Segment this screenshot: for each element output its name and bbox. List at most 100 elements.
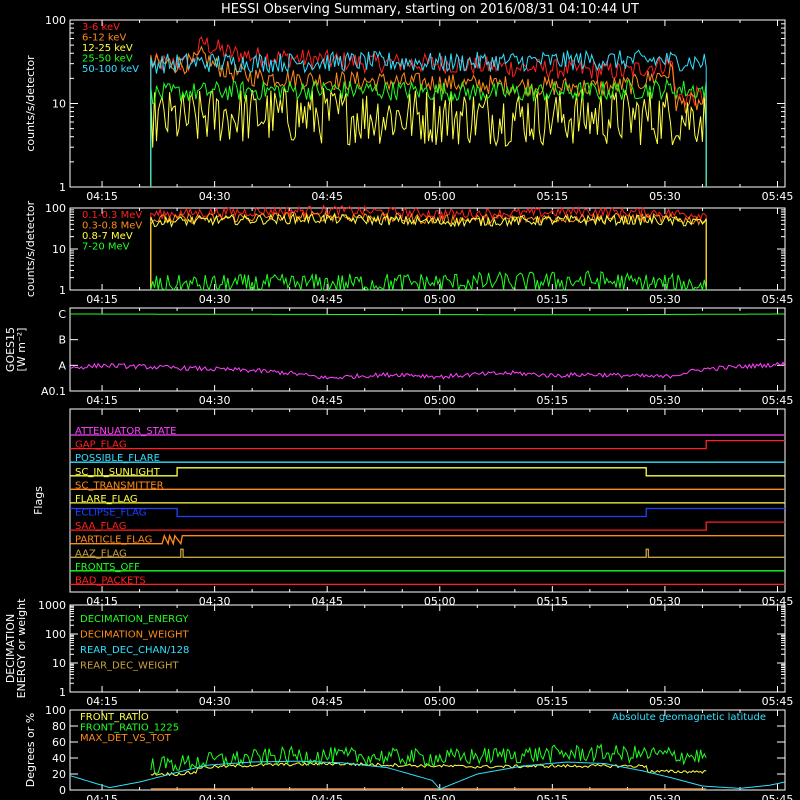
- x-tick-label: 04:15: [86, 793, 118, 800]
- y-axis-label: Flags: [32, 486, 45, 515]
- y-tick-label: 100: [45, 14, 66, 27]
- legend-entry: FRONT_RATIO_1225: [80, 723, 179, 734]
- x-tick-label: 05:45: [762, 190, 794, 203]
- y-tick-label: A0.1: [41, 385, 66, 398]
- series-line-12-25-kev: [150, 87, 707, 187]
- series-line-6-12-kev: [150, 45, 707, 187]
- flag-line-aaz-flag: [70, 548, 785, 558]
- x-tick-label: 05:15: [536, 293, 568, 306]
- panel-goes: 04:15 04:30 04:45 05:00 05:15 05:30 05:45 A0.1 A…: [4, 307, 793, 407]
- legend-entry: 50-100 keV: [82, 64, 139, 75]
- y-axis-label: DECIMATION: [4, 614, 17, 683]
- legend-entry: MAX_DET_VS_TOT: [80, 733, 172, 744]
- y-axis-label: counts/s/detector: [24, 200, 37, 297]
- y-tick-label: 10: [52, 243, 66, 256]
- legend-entry: 25-50 keV: [82, 54, 133, 65]
- y-tick-label: 1: [59, 181, 66, 194]
- series-line-front-ratio-1225: [150, 743, 707, 775]
- series-group: [69, 313, 786, 380]
- panel-counts-high: 04:15 04:30 04:45 05:00 05:15 05:30 05:45 1 10 10…: [24, 200, 793, 306]
- x-tick-label: 04:15: [86, 394, 118, 407]
- x-tick-label: 04:15: [86, 695, 118, 708]
- flag-label: PARTICLE_FLAG: [75, 535, 152, 546]
- y-tick-label: C: [58, 308, 66, 321]
- x-tick-label: 04:30: [199, 793, 231, 800]
- legend-entry: REAR_DEC_WEIGHT: [80, 661, 179, 672]
- y-tick-label: 0: [59, 784, 66, 797]
- y-tick-label: 1: [59, 284, 66, 297]
- x-tick-label: 05:45: [762, 293, 794, 306]
- flag-line-gap-flag: [70, 439, 785, 450]
- panel-frame: [69, 709, 786, 791]
- legend-entry: 3-6 keV: [82, 22, 120, 33]
- flag-label: SAA_FLAG: [75, 521, 126, 532]
- x-tick-label: 05:15: [536, 793, 568, 800]
- y-axis-label: Degrees or %: [24, 713, 37, 787]
- x-tick-label: 05:30: [649, 190, 681, 203]
- x-tick-label: 04:30: [199, 394, 231, 407]
- x-tick-label: 04:15: [86, 190, 118, 203]
- series-line-7-20-mev: [150, 270, 707, 292]
- series-line-absolute-geomagnetic-latitude: [69, 760, 785, 790]
- flag-line-eclipse-flag: [70, 507, 785, 518]
- x-tick-label: 05:15: [536, 190, 568, 203]
- panel-frame: [69, 307, 786, 392]
- series-group: [69, 743, 785, 790]
- chart-title: HESSI Observing Summary, starting on 201…: [221, 2, 639, 17]
- y-axis-label: counts/s/detector: [24, 55, 37, 152]
- y-tick-label: 10: [52, 98, 66, 111]
- legend-entry: DECIMATION_ENERGY: [80, 614, 189, 625]
- x-tick-label: 04:15: [86, 293, 118, 306]
- panel-frame: [69, 604, 786, 693]
- x-tick-label: 05:45: [762, 695, 794, 708]
- y-tick-label: 40: [52, 752, 66, 765]
- series-line-0-3-0-8-mev: [150, 210, 707, 290]
- y-tick-label: 80: [52, 720, 66, 733]
- flag-line-saa-flag: [70, 521, 785, 531]
- series-group: [150, 204, 707, 292]
- y-tick-label: 1000: [38, 599, 66, 612]
- y-tick-label: 60: [52, 736, 66, 749]
- x-tick-label: 05:30: [649, 793, 681, 800]
- x-tick-label: 04:45: [311, 190, 343, 203]
- legend-entry: 6-12 keV: [82, 33, 126, 44]
- flag-label: FLARE_FLAG: [75, 494, 138, 505]
- x-tick-label: 05:00: [424, 293, 456, 306]
- flag-line-sc-in-sunlight: [70, 467, 785, 477]
- legend-entry-right: Absolute geomagnetic latitude: [612, 712, 766, 723]
- x-tick-label: 04:45: [311, 695, 343, 708]
- flag-label: ECLIPSE_FLAG: [75, 508, 146, 519]
- y-axis-label: GOES15: [4, 327, 17, 372]
- series-line-25-50-kev: [150, 78, 707, 187]
- series-line-0-1-0-3-mev: [150, 204, 707, 290]
- flag-label: AAZ_FLAG: [75, 548, 127, 559]
- flag-label: ATTENUATOR_STATE: [75, 426, 176, 437]
- panel-ratio: 04:15 04:30 04:45 05:00 05:15 05:30 05:45 0 20 40…: [24, 704, 793, 800]
- panels: 04:15 04:30 04:45 05:00 05:15 05:30 05:4511010…: [4, 14, 793, 800]
- flag-label: SC_TRANSMITTER: [75, 480, 164, 491]
- x-tick-label: 05:00: [424, 793, 456, 800]
- y-tick-label: 1: [59, 686, 66, 699]
- legend-entry: 12-25 keV: [82, 43, 133, 54]
- flag-label: BAD_PACKETS: [75, 575, 146, 586]
- x-tick-label: 05:00: [424, 190, 456, 203]
- x-tick-label: 04:30: [199, 293, 231, 306]
- series-line-0-8-7-mev: [150, 212, 707, 290]
- x-tick-label: 04:30: [199, 695, 231, 708]
- legend-entry: 0.3-0.8 MeV: [82, 221, 142, 232]
- legend-entry: 0.8-7 MeV: [82, 231, 133, 242]
- panel-decimation: 04:15 04:30 04:45 05:00 05:15 05:30 05:45 1 10 10…: [4, 598, 793, 708]
- y-tick-label: 10: [52, 657, 66, 670]
- y-axis-label-2: [W m⁻²]: [15, 328, 28, 372]
- legend-entry: REAR_DEC_CHAN/128: [80, 645, 189, 656]
- panel-counts-low: 04:15 04:30 04:45 05:00 05:15 05:30 05:45 1 10 10…: [24, 14, 793, 203]
- x-tick-label: 05:30: [649, 293, 681, 306]
- series-line-goes-high-channel: [70, 313, 785, 316]
- flag-label: GAP_FLAG: [75, 440, 127, 451]
- x-tick-label: 05:15: [536, 394, 568, 407]
- y-tick-label: 20: [52, 768, 66, 781]
- series-line-goes-low-channel: [69, 361, 786, 380]
- flag-label: FRONTS_OFF: [75, 562, 140, 573]
